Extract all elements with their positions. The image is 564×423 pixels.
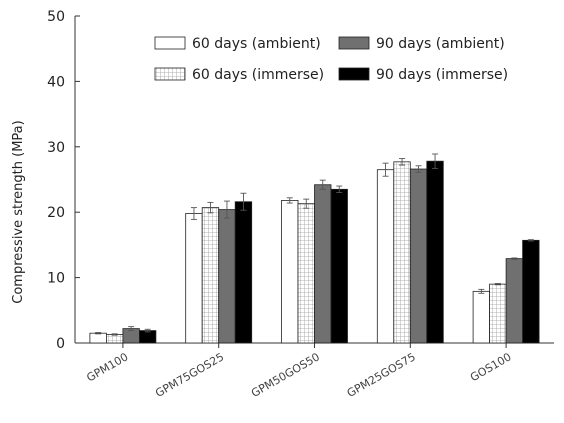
bars <box>89 153 540 344</box>
legend-swatch <box>338 67 370 81</box>
y-tick-label: 50 <box>47 9 65 25</box>
bar <box>314 184 332 344</box>
y-tick-label: 30 <box>47 140 65 156</box>
legend-label: 90 days (ambient) <box>376 36 505 52</box>
y-tick-label: 10 <box>47 271 65 287</box>
legend-label: 90 days (immerse) <box>376 67 508 83</box>
x-tick-label: GPM100 <box>84 350 130 384</box>
bar <box>505 258 524 344</box>
bar <box>297 203 315 344</box>
y-tick-label: 20 <box>47 205 65 221</box>
bar <box>426 160 444 344</box>
x-tick-label: GPM75GOS25 <box>153 350 226 400</box>
bar <box>376 169 395 344</box>
legend: 60 days (ambient) 60 days (immerse) 90 day… <box>154 36 508 83</box>
legend-label: 60 days (ambient) <box>192 36 321 52</box>
x-tick-label: GPM50GOS50 <box>249 350 322 400</box>
x-tick-label: GOS100 <box>468 350 514 384</box>
y-tick-label: 0 <box>56 336 65 352</box>
bar <box>281 200 299 344</box>
bar <box>106 334 124 344</box>
bar <box>489 283 507 344</box>
bar <box>185 213 203 344</box>
bar <box>201 207 220 344</box>
bar <box>138 330 157 344</box>
legend-swatch <box>154 67 186 81</box>
y-tick-label: 40 <box>47 74 65 90</box>
y-axis-title: Compressive strength (MPa) <box>11 120 26 303</box>
legend-swatch <box>338 36 370 50</box>
bar <box>472 290 491 344</box>
legend-swatch <box>154 36 186 50</box>
bar <box>330 188 348 344</box>
bar <box>393 161 411 344</box>
legend-label: 60 days (immerse) <box>192 67 324 83</box>
bar <box>409 168 428 344</box>
bar <box>234 201 253 344</box>
bar <box>522 239 540 344</box>
bar <box>218 209 236 344</box>
x-tick-label: GPM25GOS75 <box>345 350 418 400</box>
bar <box>89 332 107 344</box>
